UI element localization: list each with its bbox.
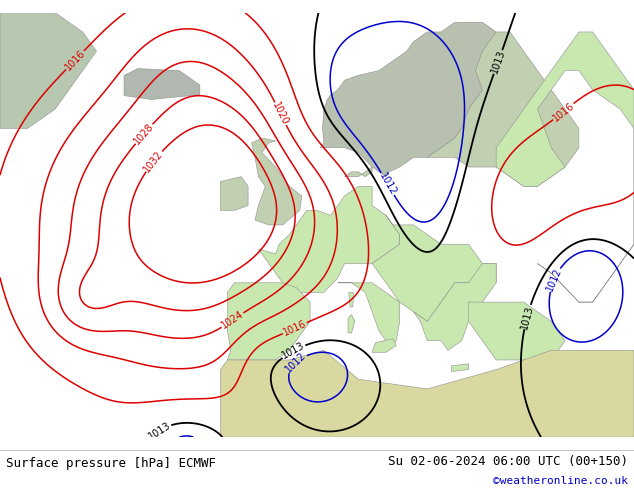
- Polygon shape: [259, 186, 399, 293]
- Polygon shape: [0, 13, 96, 128]
- Polygon shape: [496, 32, 634, 302]
- Text: 1013: 1013: [280, 341, 307, 361]
- Polygon shape: [413, 264, 496, 350]
- Text: 1016: 1016: [281, 318, 308, 338]
- Polygon shape: [348, 315, 355, 333]
- Polygon shape: [228, 283, 310, 360]
- Polygon shape: [372, 339, 396, 352]
- Text: Su 02-06-2024 06:00 UTC (00+150): Su 02-06-2024 06:00 UTC (00+150): [387, 455, 628, 468]
- Text: 1012: 1012: [284, 350, 308, 375]
- Polygon shape: [221, 177, 248, 210]
- Polygon shape: [349, 293, 354, 307]
- Polygon shape: [469, 302, 565, 360]
- Text: Surface pressure [hPa] ECMWF: Surface pressure [hPa] ECMWF: [6, 457, 216, 470]
- Text: 1012: 1012: [545, 267, 564, 293]
- Polygon shape: [338, 283, 399, 345]
- Polygon shape: [221, 350, 634, 437]
- Text: 1032: 1032: [142, 148, 165, 174]
- Polygon shape: [124, 69, 200, 99]
- Text: 1028: 1028: [132, 122, 156, 147]
- Text: 1016: 1016: [551, 100, 576, 123]
- Text: 1016: 1016: [63, 48, 87, 73]
- Text: 1013: 1013: [519, 304, 535, 330]
- Text: 1013: 1013: [146, 420, 172, 441]
- Text: 1020: 1020: [271, 100, 290, 127]
- Text: 1012: 1012: [377, 171, 398, 197]
- Polygon shape: [372, 215, 496, 321]
- Text: 1024: 1024: [219, 309, 245, 331]
- Polygon shape: [344, 167, 372, 177]
- Polygon shape: [427, 32, 579, 186]
- Polygon shape: [252, 138, 302, 225]
- Text: ©weatheronline.co.uk: ©weatheronline.co.uk: [493, 476, 628, 486]
- Polygon shape: [320, 23, 496, 177]
- Text: 1013: 1013: [489, 49, 507, 75]
- Polygon shape: [451, 364, 469, 371]
